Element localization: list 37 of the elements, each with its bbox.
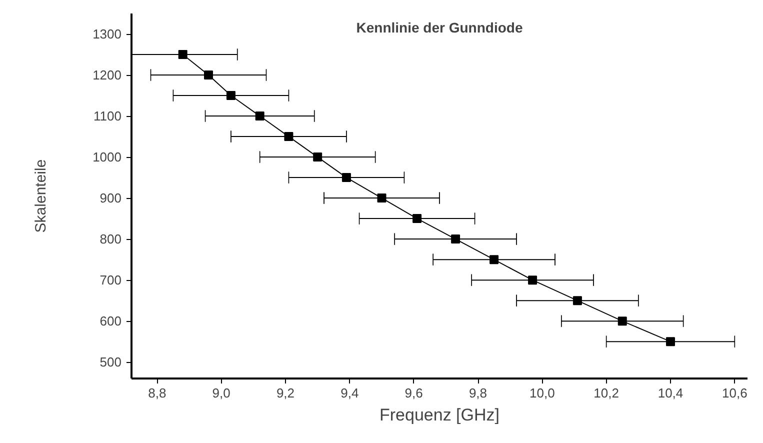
y-tick-label: 1100 [94,108,122,124]
point [178,50,188,60]
x-tick-label: 10,0 [530,386,555,400]
point [226,91,236,100]
y-tick-label: 900 [100,190,122,206]
point [255,112,264,121]
x-axis-title: Frequenz [GHz] [380,406,500,424]
x-tick-label: 8,8 [148,386,166,400]
point [572,296,582,306]
y-tick-label: 1300 [92,26,122,42]
x-tick-label: 10,2 [594,386,619,400]
x-tick-label: 10,6 [722,386,748,400]
x-tick-label: 9,4 [340,386,359,400]
point [342,173,351,182]
y-tick-label: 800 [100,232,122,247]
x-tick-label: 9,2 [276,386,295,400]
point [204,70,213,80]
x-tick-label: 10,4 [658,386,684,400]
chart-title: Kennlinie der Gunndiode [356,20,523,36]
point [528,276,538,285]
point [412,214,422,224]
point [451,234,460,244]
y-axis-title: Skalenteile [32,159,50,233]
point [666,337,675,346]
point [618,316,627,326]
point [313,152,322,162]
x-tick-label: 9,8 [468,386,488,400]
y-tick-label: 500 [100,354,122,370]
y-tick-label: 1000 [92,150,122,165]
point [284,132,294,142]
x-tick-label: 9,6 [404,386,423,400]
point [377,194,386,203]
point [490,255,499,264]
x-tick-label: 9,0 [212,386,230,400]
y-tick-label: 1200 [92,68,122,83]
y-tick-label: 700 [100,272,122,288]
y-tick-label: 600 [100,314,122,329]
